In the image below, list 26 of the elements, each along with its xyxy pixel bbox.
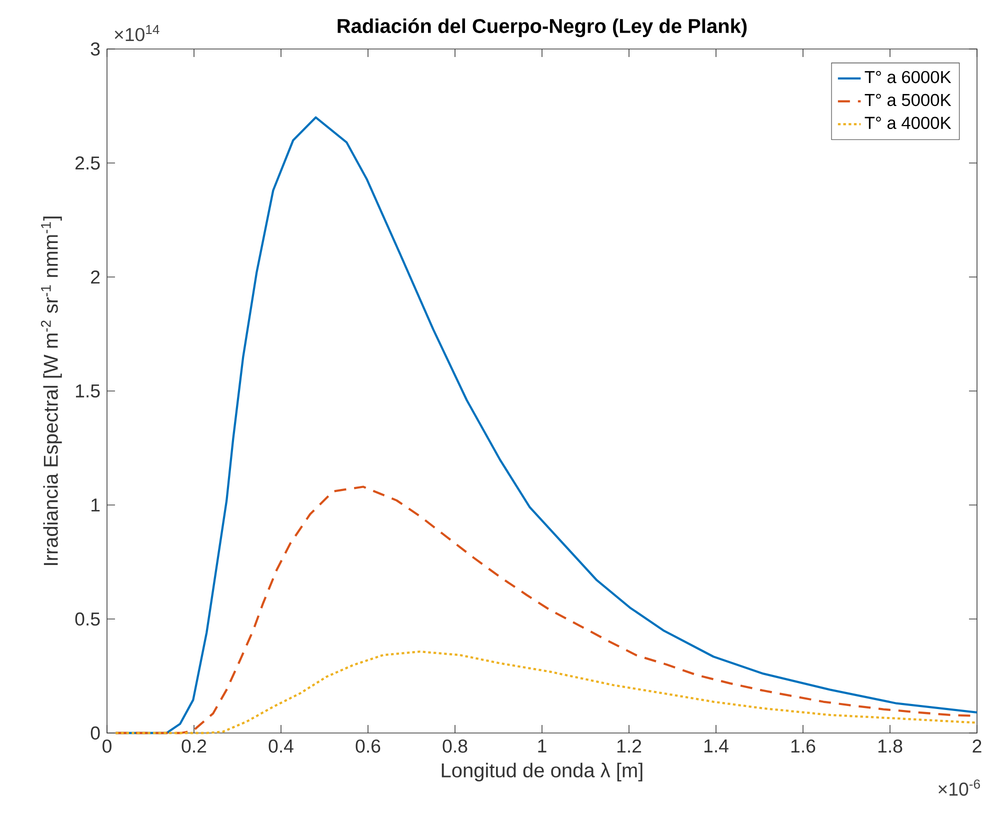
x-tick-label: 2: [972, 739, 982, 753]
y-axis-title: Irradiancia Espectral [W m$^{-2}$ sr$^{-1}$ nmm$^{-1}$]: [40, 216, 62, 565]
text: ×10$^{14}$: [114, 25, 160, 42]
text: ×10$^{-6}$: [938, 779, 980, 796]
y-tick-label: 3: [90, 42, 100, 56]
x-tick-label: 1: [538, 739, 546, 752]
y-tick-label: 0.5: [75, 612, 100, 626]
legend-label: T° a 4000K: [864, 116, 952, 130]
x-tick-label: 1.6: [791, 739, 816, 753]
x-tick-label: 0.2: [182, 739, 206, 753]
y-tick-label: 1: [92, 498, 100, 512]
chart-title: Radiación del Cuerpo-Negro (Ley de Plank): [338, 18, 747, 38]
legend-label: T° a 6000K: [864, 70, 952, 84]
x-tick-label: 1.2: [617, 739, 642, 753]
x-axis-title: Longitud de onda λ [m]: [442, 762, 642, 782]
x-tick-label: 0.8: [442, 739, 468, 753]
x-tick-label: 1.8: [878, 739, 902, 753]
x-tick-label: 0: [102, 739, 112, 753]
legend-label: T° a 5000K: [864, 94, 952, 106]
y-tick-label: 2.5: [76, 156, 100, 170]
x-tick-label: 0.4: [268, 739, 294, 753]
x-tick-label: 1.4: [704, 739, 728, 752]
x-tick-label: 0.6: [356, 739, 380, 753]
y-tick-label: 1.5: [76, 384, 100, 398]
y-tick-label: 0: [90, 726, 100, 740]
y-tick-label: 2: [91, 270, 100, 284]
